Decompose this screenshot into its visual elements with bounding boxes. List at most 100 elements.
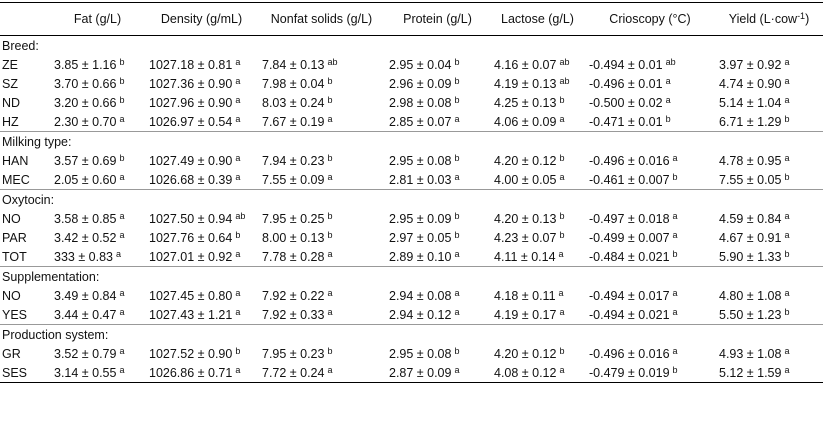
significance-letter: a [784, 229, 790, 240]
cell-value: 1026.97 ± 0.54 [149, 114, 233, 129]
data-cell: 2.97 ± 0.05 b [385, 228, 490, 247]
data-cell: -0.494 ± 0.017 a [585, 286, 715, 305]
data-cell: 3.52 ± 0.79 a [50, 344, 145, 363]
significance-letter: a [559, 113, 565, 124]
significance-letter: a [454, 287, 460, 298]
data-cell: 7.84 ± 0.13 ab [258, 55, 385, 74]
header-text: ) [805, 12, 810, 26]
significance-letter: b [454, 345, 460, 356]
data-row: SES 3.14 ± 0.55 a 1026.86 ± 0.71 a 7.72 ± 0.2… [0, 363, 823, 383]
significance-letter: b [327, 229, 333, 240]
significance-letter: b [672, 171, 678, 182]
cell-value: -0.461 ± 0.007 [589, 172, 670, 187]
group-label: Breed: [2, 38, 39, 53]
row-label: YES [2, 307, 28, 322]
significance-letter: b [454, 210, 460, 221]
group-row: Production system: [0, 324, 823, 344]
row-label: HAN [2, 153, 29, 168]
header-text: Protein (g/L) [403, 12, 472, 26]
data-cell: 3.70 ± 0.66 b [50, 74, 145, 93]
significance-letter: a [672, 287, 678, 298]
significance-letter: a [235, 56, 241, 67]
cell-value: 4.20 ± 0.12 [494, 346, 557, 361]
data-cell: 7.92 ± 0.22 a [258, 286, 385, 305]
data-cell: 7.95 ± 0.25 b [258, 209, 385, 228]
data-cell: 7.78 ± 0.28 a [258, 247, 385, 267]
cell-value: -0.497 ± 0.018 [589, 211, 670, 226]
data-cell: 4.67 ± 0.91 a [715, 228, 823, 247]
header-cell [0, 2, 50, 36]
data-cell: 3.57 ± 0.69 b [50, 151, 145, 170]
data-cell: 4.80 ± 1.08 a [715, 286, 823, 305]
cell-value: 4.74 ± 0.90 [719, 76, 782, 91]
data-cell: -0.494 ± 0.021 a [585, 305, 715, 325]
cell-value: 3.14 ± 0.55 [54, 365, 117, 380]
cell-value: 2.05 ± 0.60 [54, 172, 117, 187]
significance-letter: a [327, 287, 333, 298]
group-label: Production system: [0, 324, 823, 344]
significance-letter: a [116, 248, 122, 259]
significance-letter: a [559, 306, 565, 317]
header-cell: Crioscopy (°C) [585, 2, 715, 36]
cell-value: 4.20 ± 0.13 [494, 211, 557, 226]
significance-letter: b [559, 229, 565, 240]
data-cell: 7.98 ± 0.04 b [258, 74, 385, 93]
data-row: PAR 3.42 ± 0.52 a 1027.76 ± 0.64 b 8.00 ± 0.1… [0, 228, 823, 247]
significance-letter: ab [235, 210, 246, 221]
cell-value: 7.92 ± 0.33 [262, 307, 325, 322]
data-cell: 4.19 ± 0.13 ab [490, 74, 585, 93]
data-cell: -0.461 ± 0.007 b [585, 170, 715, 190]
cell-value: 4.19 ± 0.13 [494, 76, 557, 91]
significance-letter: a [558, 287, 564, 298]
significance-letter: b [454, 152, 460, 163]
data-cell: 5.12 ± 1.59 a [715, 363, 823, 383]
cell-value: 3.70 ± 0.66 [54, 76, 117, 91]
data-cell: 1027.96 ± 0.90 a [145, 93, 258, 112]
cell-value: 4.06 ± 0.09 [494, 114, 557, 129]
significance-letter: a [327, 248, 333, 259]
cell-value: 1027.76 ± 0.64 [149, 230, 233, 245]
header-cell: Nonfat solids (g/L) [258, 2, 385, 36]
cell-value: 4.18 ± 0.11 [494, 288, 556, 303]
significance-letter: a [784, 75, 790, 86]
cell-value: 1027.52 ± 0.90 [149, 346, 233, 361]
data-cell: 7.67 ± 0.19 a [258, 112, 385, 132]
cell-value: 3.44 ± 0.47 [54, 307, 117, 322]
cell-value: 1027.45 ± 0.80 [149, 288, 233, 303]
cell-value: 7.95 ± 0.25 [262, 211, 325, 226]
data-cell: 1027.50 ± 0.94 ab [145, 209, 258, 228]
data-cell: 3.42 ± 0.52 a [50, 228, 145, 247]
data-cell: 4.08 ± 0.12 a [490, 363, 585, 383]
cell-value: 1027.01 ± 0.92 [149, 249, 233, 264]
significance-letter: a [235, 248, 241, 259]
cell-value: 4.93 ± 1.08 [719, 346, 782, 361]
significance-letter: a [235, 152, 241, 163]
significance-letter: a [235, 94, 241, 105]
data-cell: -0.494 ± 0.01 ab [585, 55, 715, 74]
data-cell: 2.96 ± 0.09 b [385, 74, 490, 93]
cell-value: 1026.68 ± 0.39 [149, 172, 233, 187]
group-label: Milking type: [0, 131, 823, 151]
cell-value: 3.42 ± 0.52 [54, 230, 117, 245]
data-cell: 2.05 ± 0.60 a [50, 170, 145, 190]
data-cell: 4.18 ± 0.11 a [490, 286, 585, 305]
cell-value: 2.30 ± 0.70 [54, 114, 117, 129]
cell-value: 2.95 ± 0.08 [389, 346, 452, 361]
header-cell: Lactose (g/L) [490, 2, 585, 36]
data-cell: 2.95 ± 0.08 b [385, 344, 490, 363]
group-row: Milking type: [0, 131, 823, 151]
significance-letter: b [454, 56, 460, 67]
cell-value: 4.16 ± 0.07 [494, 57, 557, 72]
significance-letter: a [784, 364, 790, 375]
significance-letter: a [235, 75, 241, 86]
cell-value: -0.494 ± 0.021 [589, 307, 670, 322]
data-cell: 2.98 ± 0.08 b [385, 93, 490, 112]
data-cell: -0.500 ± 0.02 a [585, 93, 715, 112]
significance-letter: a [784, 345, 790, 356]
table-body: Breed: ZE 3.85 ± 1.16 b 1027.18 ± 0.81 a 7.84 … [0, 36, 823, 383]
data-row: MEC 2.05 ± 0.60 a 1026.68 ± 0.39 a 7.55 ± 0.0… [0, 170, 823, 190]
data-cell: 3.49 ± 0.84 a [50, 286, 145, 305]
group-label: Oxytocin: [0, 189, 823, 209]
data-cell: 4.00 ± 0.05 a [490, 170, 585, 190]
